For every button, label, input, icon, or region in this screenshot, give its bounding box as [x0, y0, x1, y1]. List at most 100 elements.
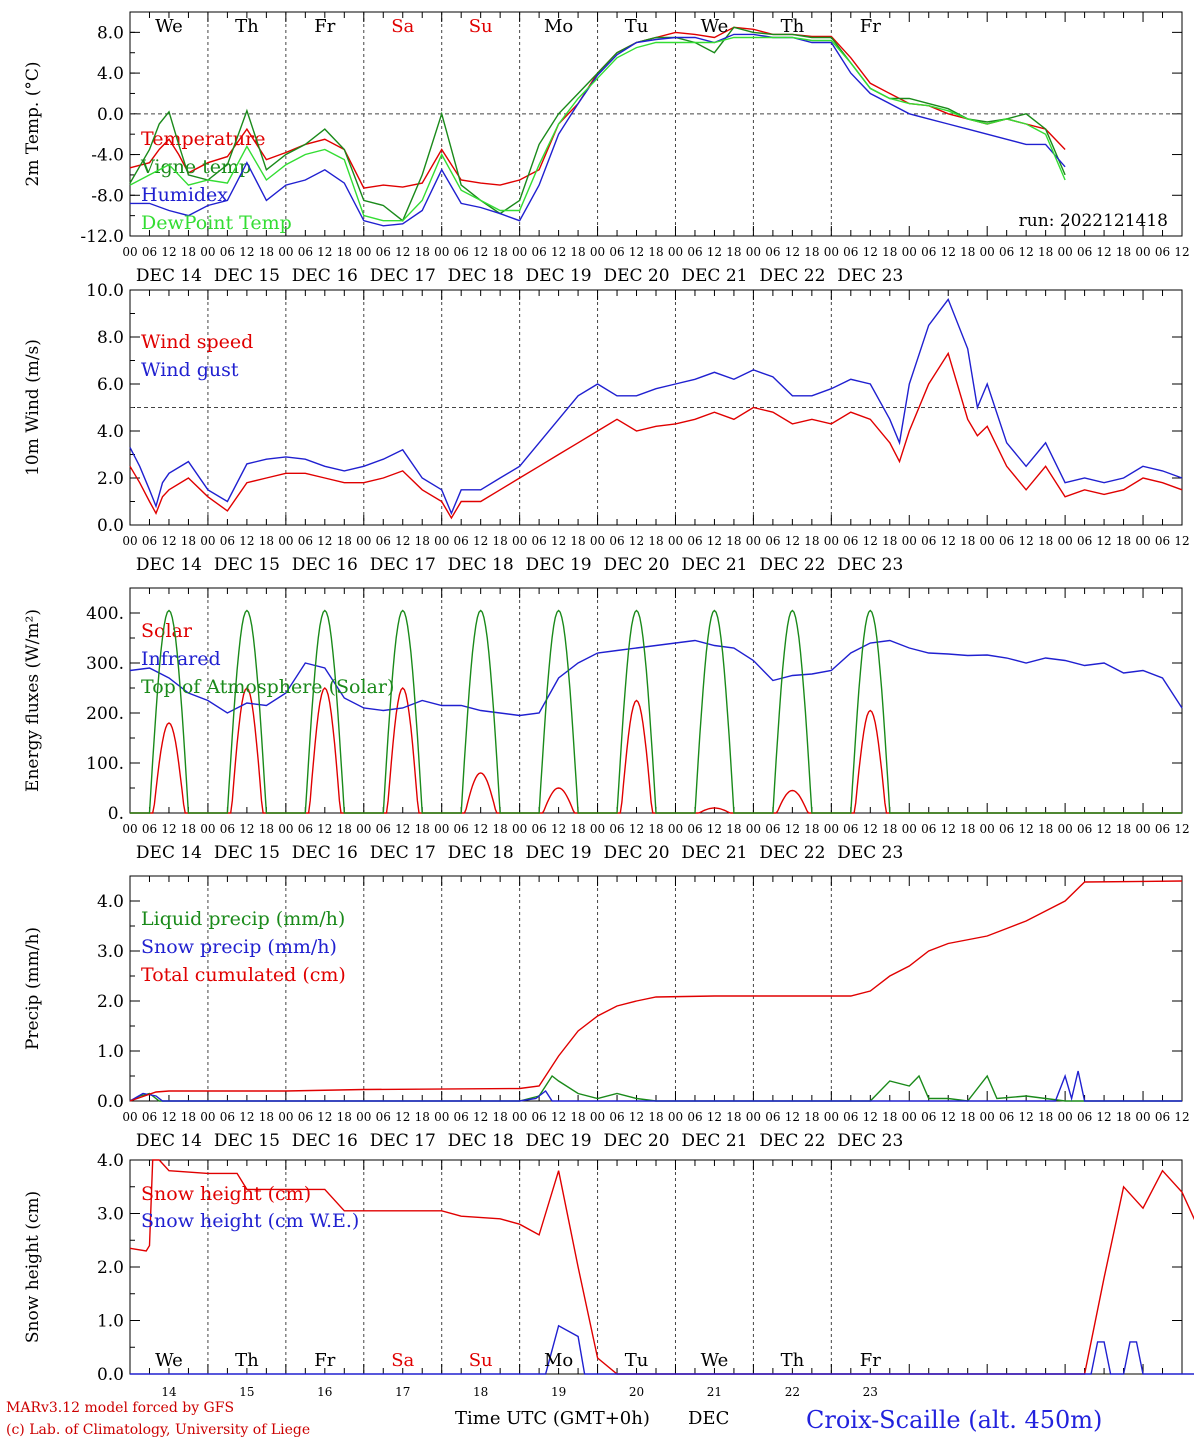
hour-label: 18	[648, 1110, 663, 1124]
hour-label: 06	[921, 245, 936, 259]
legend-entry: Solar	[141, 620, 193, 642]
station-name: Croix-Scaille (alt. 450m)	[806, 1406, 1102, 1434]
weekday-label: Tu	[625, 1350, 649, 1371]
hour-label: 06	[376, 245, 391, 259]
date-label: DEC 22	[759, 843, 825, 863]
hour-label: 06	[843, 1110, 858, 1124]
hour-label: 18	[726, 245, 741, 259]
day-number-label: 20	[629, 1385, 644, 1399]
hour-label: 12	[473, 534, 488, 548]
hour-label: 12	[1019, 1110, 1034, 1124]
hour-label: 18	[259, 534, 274, 548]
hour-label: 12	[317, 534, 332, 548]
series-line-wind-gust	[129, 297, 1183, 516]
hour-label: 00	[1057, 1110, 1072, 1124]
date-label: DEC 14	[136, 843, 202, 863]
hour-label: 06	[687, 245, 702, 259]
series-line-solar	[130, 686, 1182, 814]
date-label: DEC 17	[370, 1131, 436, 1151]
hour-label: 12	[473, 822, 488, 836]
hour-label: 12	[395, 1110, 410, 1124]
hour-label: 18	[259, 1110, 274, 1124]
hour-label: 06	[142, 534, 157, 548]
hour-label: 12	[863, 534, 878, 548]
hour-label: 00	[824, 822, 839, 836]
hour-label: 12	[863, 822, 878, 836]
hour-label: 12	[863, 245, 878, 259]
date-label: DEC 19	[526, 843, 592, 863]
hour-label: 12	[473, 1110, 488, 1124]
panel-2: 10.0 8.0 6.0 4.0 2.0 0.0 10m Wind (m/s) Wind sp…	[23, 281, 1190, 575]
y-tick-label: 10.0	[86, 281, 124, 301]
hour-label: 06	[765, 534, 780, 548]
date-label: DEC 19	[526, 555, 592, 575]
legend-entry: Vigne temp	[140, 156, 251, 178]
hour-label: 18	[804, 822, 819, 836]
y-tick-label: 4.0	[97, 64, 124, 84]
hour-label: 18	[726, 534, 741, 548]
hour-label: 12	[941, 1110, 956, 1124]
hour-label: 06	[765, 245, 780, 259]
hour-label: 00	[356, 245, 371, 259]
weekday-label: We	[155, 1350, 183, 1371]
y-tick-label: 300.	[86, 654, 124, 674]
date-label: DEC 14	[136, 555, 202, 575]
month-label: DEC	[688, 1408, 729, 1429]
hour-label: 06	[454, 245, 469, 259]
hour-label: 06	[376, 822, 391, 836]
hour-label: 00	[824, 245, 839, 259]
hour-label: 06	[609, 1110, 624, 1124]
hour-label: 00	[902, 1110, 917, 1124]
date-label: DEC 19	[526, 266, 592, 286]
date-label: DEC 23	[837, 266, 903, 286]
legend-entry: Top of Atmosphere (Solar)	[141, 676, 394, 698]
legend-entry: Total cumulated (cm)	[141, 964, 346, 986]
day-number-label: 17	[395, 1385, 410, 1399]
hour-label: 12	[863, 1110, 878, 1124]
hour-label: 18	[1038, 822, 1053, 836]
plot-frame	[129, 587, 1183, 814]
hour-label: 00	[512, 822, 527, 836]
hour-label: 06	[376, 534, 391, 548]
hour-label: 18	[648, 822, 663, 836]
y-tick-label: 1.0	[97, 1312, 124, 1332]
hour-label: 00	[512, 534, 527, 548]
hour-label: 06	[220, 1110, 235, 1124]
hour-label: 18	[1038, 1110, 1053, 1124]
hour-label: 00	[668, 534, 683, 548]
hour-label: 18	[726, 1110, 741, 1124]
hour-label: 00	[200, 1110, 215, 1124]
hour-label: 12	[473, 245, 488, 259]
hour-label: 12	[629, 245, 644, 259]
hour-label: 00	[200, 534, 215, 548]
hour-label: 00	[122, 245, 137, 259]
hour-label: 12	[629, 534, 644, 548]
credit-line-1: MARv3.12 model forced by GFS	[6, 1400, 234, 1416]
hour-label: 12	[1019, 245, 1034, 259]
hour-label: 00	[902, 822, 917, 836]
hour-label: 00	[1135, 1110, 1150, 1124]
hour-label: 18	[493, 822, 508, 836]
series-line-humidex	[130, 33, 1066, 227]
hour-label: 00	[590, 1110, 605, 1124]
hour-label: 12	[395, 245, 410, 259]
hour-label: 06	[1155, 822, 1170, 836]
panel-3: 400. 300. 200. 100. 0. Energy fluxes (W/m²) So…	[23, 587, 1190, 863]
hour-label: 12	[1096, 245, 1111, 259]
hour-label: 12	[707, 1110, 722, 1124]
legend-entry: Liquid precip (mm/h)	[141, 908, 345, 930]
date-label: DEC 19	[526, 1131, 592, 1151]
weekday-label: Fr	[314, 1350, 335, 1371]
hour-label: 18	[259, 822, 274, 836]
y-tick-label: 3.0	[97, 1205, 124, 1225]
weekday-label: Th	[235, 1350, 259, 1371]
y-axis-label: Precip (mm/h)	[23, 927, 43, 1050]
hour-label: 00	[824, 1110, 839, 1124]
weekday-label: We	[155, 16, 183, 37]
y-tick-label: 200.	[86, 704, 124, 724]
hour-label: 18	[648, 534, 663, 548]
hour-label: 06	[454, 822, 469, 836]
hour-label: 06	[999, 534, 1014, 548]
hour-label: 18	[648, 245, 663, 259]
hour-label: 06	[142, 822, 157, 836]
